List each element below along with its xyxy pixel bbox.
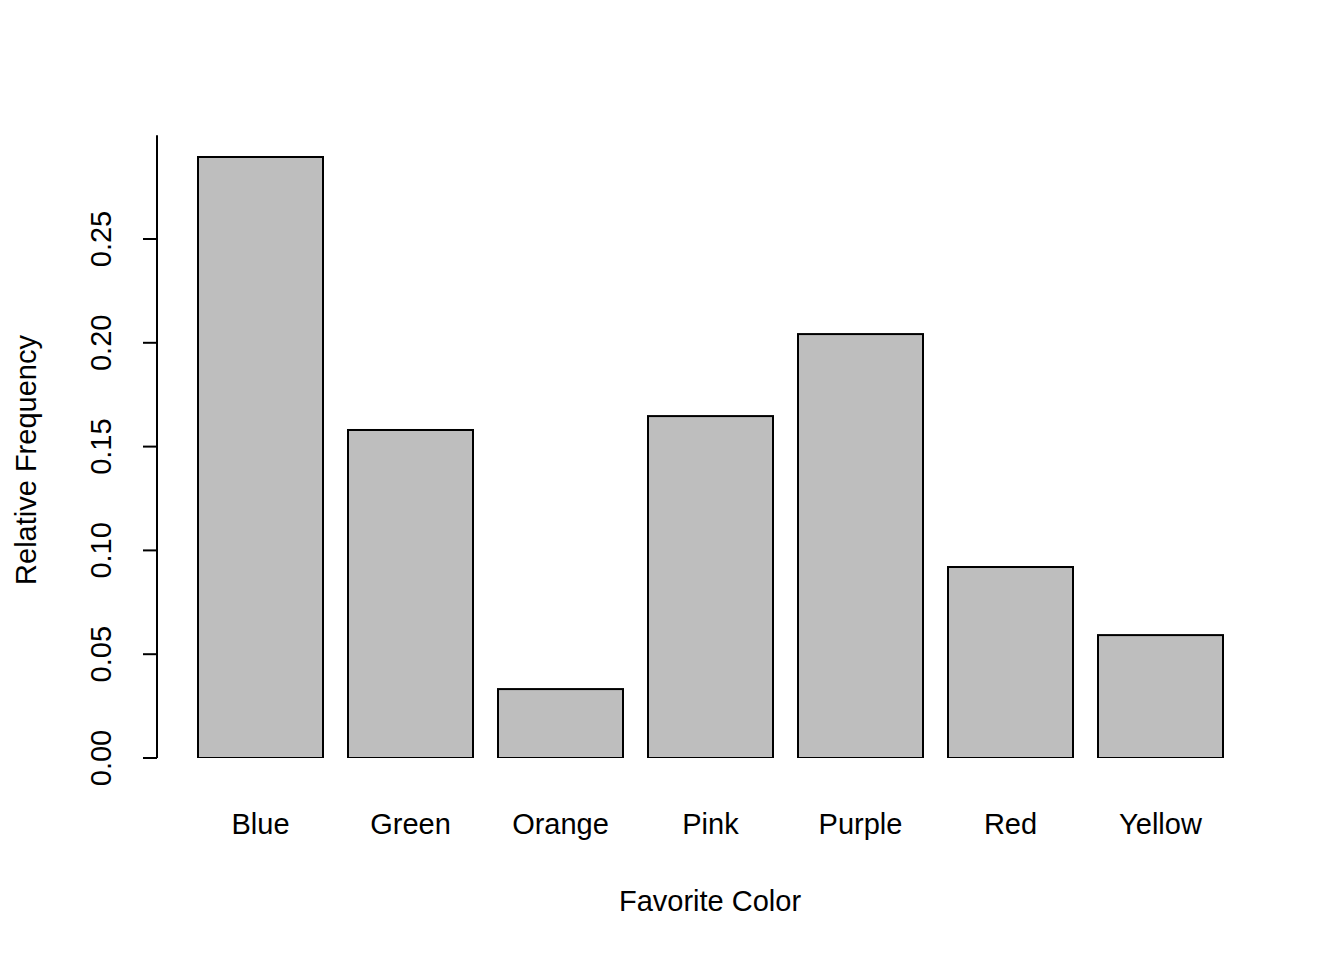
bar: [1098, 635, 1223, 758]
y-tick-label: 0.05: [85, 626, 117, 682]
y-tick: [143, 757, 157, 759]
bars: [198, 157, 1223, 758]
category-label: Yellow: [1119, 808, 1203, 840]
category-label: Red: [984, 808, 1037, 840]
y-tick: [143, 653, 157, 655]
bar: [648, 416, 773, 758]
x-axis-label: Favorite Color: [619, 885, 801, 917]
y-tick: [143, 238, 157, 240]
y-tick-label: 0.20: [85, 315, 117, 371]
bar: [798, 334, 923, 758]
y-tick-label: 0.15: [85, 418, 117, 474]
y-tick-label: 0.25: [85, 211, 117, 267]
category-label: Pink: [682, 808, 739, 840]
bar: [498, 689, 623, 758]
y-tick: [143, 446, 157, 448]
y-tick-label: 0.00: [85, 730, 117, 786]
bar: [198, 157, 323, 758]
chart: Blue Green Orange Pink Purple Red Yellow 0.00 0.…: [0, 0, 1344, 960]
category-label: Green: [370, 808, 451, 840]
y-axis-label: Relative Frequency: [10, 335, 42, 585]
y-tick-label: 0.10: [85, 522, 117, 578]
bar: [348, 430, 473, 758]
category-label: Orange: [512, 808, 609, 840]
y-tick: [143, 342, 157, 344]
y-tick: [143, 549, 157, 551]
category-label: Blue: [231, 808, 289, 840]
category-label: Purple: [819, 808, 903, 840]
bar: [948, 567, 1073, 758]
